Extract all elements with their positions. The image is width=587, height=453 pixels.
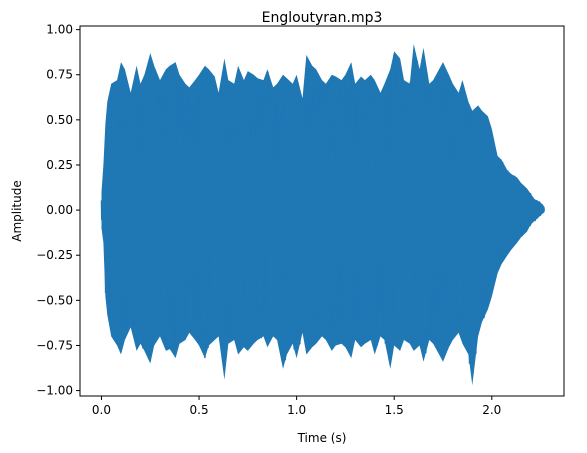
y-tick-label: 0.50 <box>46 113 73 127</box>
waveform-layer <box>100 44 546 386</box>
y-tick-label: 1.00 <box>46 23 73 37</box>
y-tick-label: −0.25 <box>36 248 73 262</box>
x-tick-label: 2.0 <box>482 403 501 417</box>
y-tick-label: −1.00 <box>36 384 73 398</box>
x-tick-label: 0.0 <box>92 403 111 417</box>
y-tick-label: −0.50 <box>36 293 73 307</box>
y-tick-label: −0.75 <box>36 338 73 352</box>
y-tick-label: 0.75 <box>46 68 73 82</box>
y-axis-label: Amplitude <box>10 180 24 242</box>
y-tick-label: 0.25 <box>46 158 73 172</box>
plot-frame <box>79 25 565 397</box>
y-axis: −1.00 −0.75 −0.50 −0.25 0.00 0.25 0.50 0.75 1.00 <box>36 23 80 398</box>
plot-area <box>79 25 565 397</box>
x-axis-label: Time (s) <box>297 431 347 445</box>
chart-title: Engloutyran.mp3 <box>262 10 383 26</box>
x-axis: 0.0 0.5 1.0 1.5 2.0 <box>92 396 501 417</box>
y-tick-label: 0.00 <box>46 203 73 217</box>
x-tick-label: 1.5 <box>385 403 404 417</box>
x-tick-label: 0.5 <box>190 403 209 417</box>
waveform-line <box>100 54 546 364</box>
x-tick-label: 1.0 <box>287 403 306 417</box>
